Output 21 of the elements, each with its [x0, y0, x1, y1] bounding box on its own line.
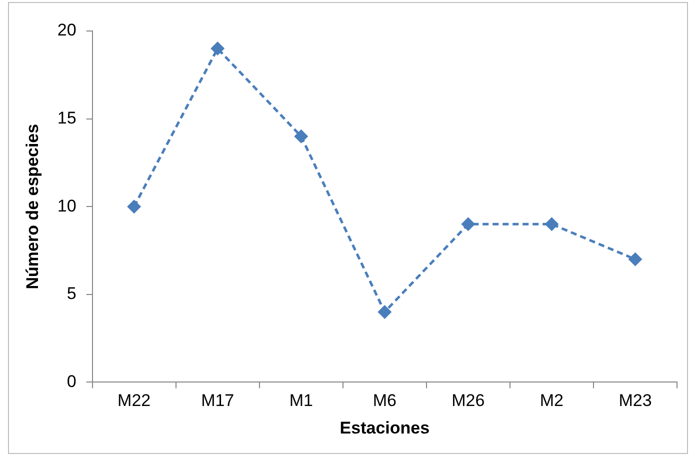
x-tick-label: M26: [452, 391, 485, 410]
point: [127, 200, 142, 214]
x-tick-label: M1: [289, 391, 313, 410]
x-tick-label: M17: [201, 391, 234, 410]
y-tick-label: 5: [66, 284, 76, 304]
point: [378, 304, 392, 319]
point: [210, 42, 225, 56]
point: [461, 217, 476, 232]
x-tick-label: M6: [372, 391, 396, 410]
y-tick-label: 15: [57, 108, 76, 128]
y-tick-label: 20: [57, 20, 76, 40]
y-tick-label: 0: [66, 372, 76, 391]
point: [294, 129, 308, 144]
x-tick-label: M2: [540, 391, 564, 410]
x-tick-label: M23: [618, 391, 652, 410]
point: [544, 217, 559, 232]
x-tick-label: M22: [118, 391, 151, 410]
y-tick-label: 10: [57, 196, 76, 216]
y-axis-title: Número de especies: [22, 124, 42, 290]
x-axis-title: Estaciones: [340, 418, 430, 438]
point: [628, 252, 642, 266]
